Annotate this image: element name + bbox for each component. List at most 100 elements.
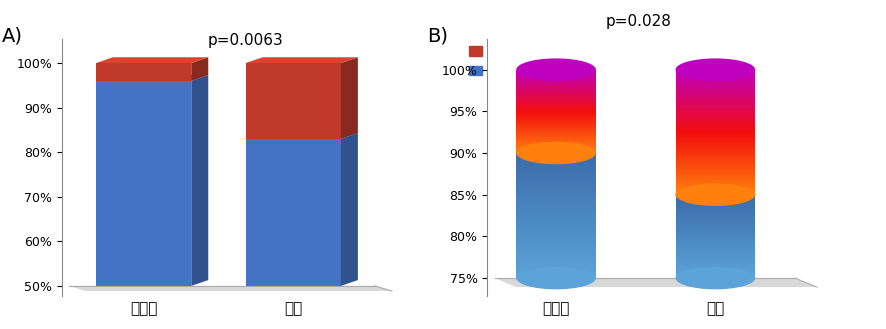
Bar xyxy=(517,262,596,263)
Bar xyxy=(675,183,755,184)
Bar xyxy=(675,211,755,212)
Bar xyxy=(517,117,596,118)
Bar xyxy=(675,202,755,203)
Bar xyxy=(517,97,596,98)
Bar xyxy=(517,188,596,189)
Bar xyxy=(675,227,755,228)
Bar xyxy=(675,140,755,141)
Bar xyxy=(675,217,755,218)
Bar xyxy=(517,231,596,232)
Bar xyxy=(517,138,596,139)
Bar xyxy=(517,250,596,251)
Bar xyxy=(517,72,596,73)
Bar xyxy=(675,147,755,148)
Bar xyxy=(517,263,596,264)
Bar xyxy=(517,226,596,227)
Bar xyxy=(517,234,596,235)
Bar xyxy=(675,132,755,133)
Bar xyxy=(675,165,755,166)
Ellipse shape xyxy=(517,142,596,164)
Bar xyxy=(517,208,596,209)
Bar xyxy=(517,85,596,86)
Bar xyxy=(675,156,755,157)
Bar xyxy=(517,237,596,238)
Bar xyxy=(675,158,755,159)
Bar xyxy=(675,100,755,101)
Bar xyxy=(675,194,755,195)
Bar xyxy=(675,129,755,130)
Bar xyxy=(675,90,755,91)
Bar xyxy=(517,171,596,172)
Bar xyxy=(675,193,755,194)
Bar xyxy=(517,132,596,133)
Bar xyxy=(517,214,596,215)
Bar xyxy=(517,143,596,144)
Bar xyxy=(517,182,596,183)
Bar xyxy=(675,221,755,222)
Bar xyxy=(675,83,755,84)
Bar xyxy=(517,76,596,77)
Bar xyxy=(517,201,596,202)
Bar xyxy=(517,224,596,225)
Bar xyxy=(675,167,755,169)
Bar xyxy=(517,114,596,115)
Bar xyxy=(517,104,596,105)
Bar xyxy=(675,79,755,80)
Bar xyxy=(675,180,755,181)
Bar xyxy=(517,123,596,124)
Bar xyxy=(517,109,596,110)
Bar xyxy=(675,243,755,244)
Bar xyxy=(675,128,755,129)
Bar xyxy=(517,101,596,102)
Bar xyxy=(675,102,755,103)
Bar xyxy=(517,202,596,203)
Bar xyxy=(517,121,596,122)
Bar xyxy=(517,106,596,107)
Bar xyxy=(517,228,596,229)
Bar xyxy=(517,249,596,250)
Bar xyxy=(675,144,755,145)
Bar xyxy=(675,218,755,219)
Bar xyxy=(517,268,596,269)
Bar xyxy=(517,176,596,177)
Bar xyxy=(517,194,596,195)
Bar xyxy=(517,84,596,85)
Bar xyxy=(517,167,596,169)
Bar xyxy=(517,151,596,152)
Bar xyxy=(517,98,596,99)
Bar xyxy=(517,160,596,161)
Bar xyxy=(675,73,755,74)
Bar xyxy=(517,153,596,154)
Bar xyxy=(675,179,755,180)
Bar xyxy=(517,238,596,239)
Bar xyxy=(675,86,755,88)
Bar xyxy=(517,273,596,274)
Bar xyxy=(517,144,596,145)
Bar xyxy=(675,113,755,114)
Bar xyxy=(517,206,596,207)
Bar xyxy=(517,155,596,156)
Bar xyxy=(517,180,596,181)
Bar xyxy=(675,182,755,183)
Bar xyxy=(675,267,755,268)
Bar xyxy=(517,131,596,132)
Bar xyxy=(675,185,755,187)
Polygon shape xyxy=(494,278,817,287)
Bar xyxy=(517,93,596,94)
Bar xyxy=(517,127,596,128)
Polygon shape xyxy=(191,75,208,286)
Bar xyxy=(517,210,596,212)
Bar xyxy=(675,275,755,276)
Bar xyxy=(517,142,596,143)
Bar xyxy=(517,260,596,262)
Bar xyxy=(517,266,596,268)
Bar xyxy=(675,276,755,277)
Bar xyxy=(517,99,596,100)
Bar xyxy=(675,142,755,144)
Bar xyxy=(517,118,596,119)
Bar xyxy=(245,63,341,139)
Polygon shape xyxy=(245,133,358,139)
Bar xyxy=(675,247,755,248)
Bar xyxy=(675,225,755,226)
Bar xyxy=(675,105,755,106)
